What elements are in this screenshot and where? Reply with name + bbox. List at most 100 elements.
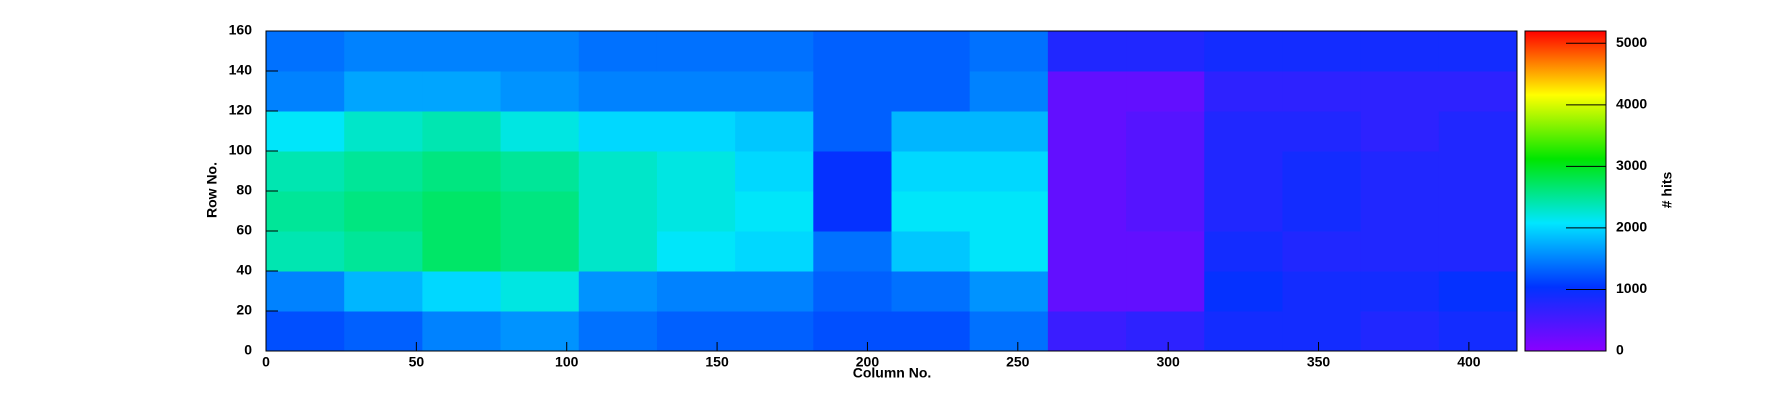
heatmap-cell (1438, 111, 1518, 152)
heatmap-cell (969, 191, 1049, 232)
heatmap-cell (969, 31, 1049, 72)
heatmap-cell (1360, 31, 1440, 72)
heatmap-cell (1438, 31, 1518, 72)
heatmap-cell (1204, 191, 1283, 232)
heatmap-cell (500, 311, 580, 352)
heatmap-cell (266, 311, 345, 352)
heatmap-cell (1438, 231, 1518, 272)
heatmap-cell (1126, 191, 1205, 232)
heatmap-cell (656, 31, 736, 72)
heatmap-cell (500, 31, 580, 72)
heatmap-cell (422, 71, 502, 112)
heatmap-cell (1126, 71, 1205, 112)
colorbar (1524, 30, 1607, 352)
heatmap-cell (578, 151, 658, 192)
x-tick-label: 400 (1457, 354, 1481, 370)
heatmap-cell (578, 231, 658, 272)
y-tick-label: 40 (236, 262, 252, 278)
heatmap-cell (344, 111, 423, 152)
heatmap-cell (735, 311, 814, 352)
y-axis-label: Row No. (204, 162, 220, 218)
y-tick-label: 60 (236, 222, 252, 238)
x-tick-label: 50 (409, 354, 425, 370)
heatmap-cell (1360, 191, 1440, 232)
heatmap-cell (1282, 191, 1362, 232)
heatmap-cell (891, 31, 971, 72)
heatmap-cell (891, 231, 971, 272)
heatmap-cell (578, 311, 658, 352)
heatmap-cell (344, 151, 423, 192)
heatmap-cell (1047, 111, 1127, 152)
x-tick-label: 250 (1006, 354, 1030, 370)
heatmap-cell (813, 151, 892, 192)
heatmap-cell (735, 231, 814, 272)
heatmap-cell (1047, 231, 1127, 272)
heatmap-cell (422, 271, 502, 312)
x-tick-label: 300 (1156, 354, 1180, 370)
heatmap-cell (1360, 231, 1440, 272)
heatmap-cell (1282, 271, 1362, 312)
heatmap-cell (422, 31, 502, 72)
heatmap-cell (344, 311, 423, 352)
x-tick-label: 350 (1307, 354, 1331, 370)
heatmap-cell (578, 191, 658, 232)
y-tick-label: 20 (236, 302, 252, 318)
heatmap-cell (422, 311, 502, 352)
heatmap-cell (1126, 311, 1205, 352)
heatmap-cell (1282, 31, 1362, 72)
heatmap-cell (1204, 311, 1283, 352)
heatmap-cell (1438, 191, 1518, 232)
heatmap-cell (1204, 151, 1283, 192)
heatmap-cell (735, 191, 814, 232)
heatmap-cell (266, 111, 345, 152)
heatmap-cell (1438, 271, 1518, 312)
heatmap-cell (344, 271, 423, 312)
heatmap-cell (1047, 191, 1127, 232)
z-axis-label: # hits (1659, 172, 1675, 209)
heatmap-cell (735, 71, 814, 112)
heatmap-cell (500, 71, 580, 112)
heatmap-cell (656, 271, 736, 312)
heatmap-cell (1047, 311, 1127, 352)
heatmap-cell (656, 311, 736, 352)
heatmap-cell (656, 151, 736, 192)
z-tick-label: 0 (1616, 342, 1624, 358)
heatmap-cell (266, 231, 345, 272)
heatmap-cell (813, 191, 892, 232)
x-axis-label: Column No. (853, 365, 932, 381)
x-tick-label: 150 (705, 354, 729, 370)
y-tick-label: 120 (229, 102, 253, 118)
heatmap-cell (344, 231, 423, 272)
heatmap-cell (1282, 111, 1362, 152)
heatmap-cell (578, 271, 658, 312)
heatmap-cell (1126, 31, 1205, 72)
heatmap-cell (813, 111, 892, 152)
heatmap-cell (1438, 71, 1518, 112)
heatmap-cell (891, 71, 971, 112)
heatmap-cell (1360, 71, 1440, 112)
z-tick-label: 3000 (1616, 157, 1647, 173)
y-tick-label: 100 (229, 142, 253, 158)
heatmap-cell (813, 31, 892, 72)
y-tick-label: 160 (229, 22, 253, 38)
heatmap-cell (969, 271, 1049, 312)
heatmap-cell (656, 231, 736, 272)
heatmap-cell (266, 151, 345, 192)
y-tick-label: 80 (236, 182, 252, 198)
heatmap-cell (891, 151, 971, 192)
heatmap-cell (500, 271, 580, 312)
heatmap-cell (266, 271, 345, 312)
heatmap-cell (1282, 231, 1362, 272)
heatmap-cell (735, 271, 814, 312)
heatmap-cell (1282, 71, 1362, 112)
heatmap-cell (1360, 311, 1440, 352)
z-tick-label: 1000 (1616, 280, 1647, 296)
heatmap-cell (891, 191, 971, 232)
heatmap-cell (1204, 271, 1283, 312)
heatmap-cell (422, 151, 502, 192)
heatmap-cell (1047, 271, 1127, 312)
heatmap-cell (1282, 311, 1362, 352)
heatmap-cell (1126, 151, 1205, 192)
heatmap-cell (1047, 71, 1127, 112)
